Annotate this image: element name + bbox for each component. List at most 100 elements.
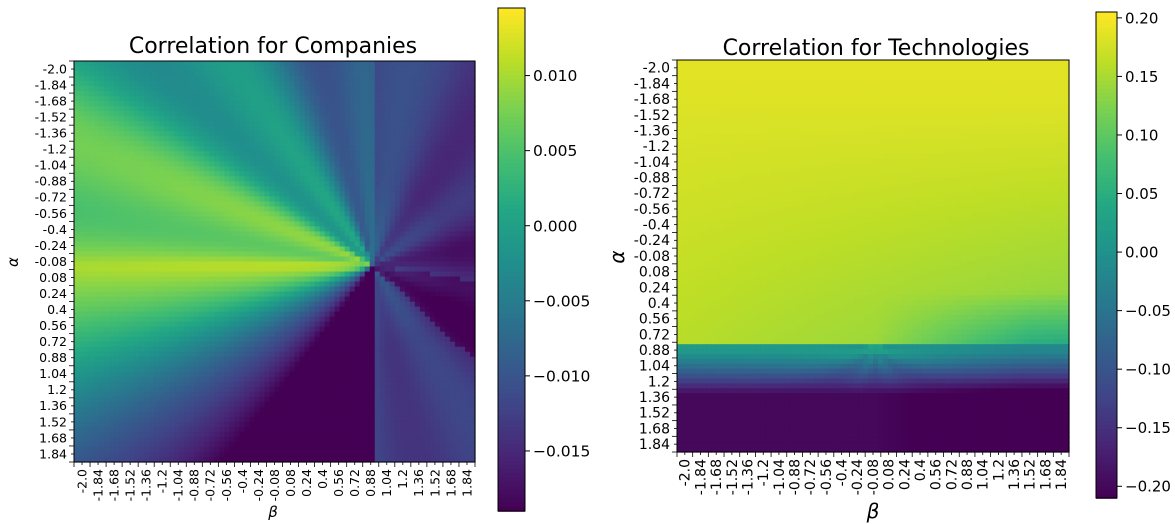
heatmap-cell [419, 281, 426, 288]
heatmap-cell [329, 136, 336, 142]
heatmap-cell [344, 176, 351, 182]
heatmap-cell [274, 261, 281, 268]
heatmap-cell [274, 286, 281, 293]
heatmap-cell [214, 306, 220, 313]
heatmap-cell [229, 186, 235, 192]
heatmap-cell [309, 151, 316, 157]
heatmap-cell [309, 101, 316, 107]
heatmap-cell [94, 346, 100, 353]
heatmap-cell [199, 201, 205, 207]
heatmap-cell [154, 266, 160, 273]
heatmap-cell [364, 211, 371, 217]
heatmap-cell [194, 81, 200, 87]
heatmap-cell [214, 271, 220, 278]
heatmap-cell [404, 361, 411, 368]
heatmap-cell [89, 301, 95, 308]
heatmap-cell [334, 221, 341, 228]
heatmap-cell [439, 126, 446, 132]
heatmap-cell [89, 146, 95, 152]
heatmap-cell [469, 326, 476, 333]
heatmap-cell [379, 76, 386, 82]
heatmap-cell [444, 131, 451, 137]
heatmap-cell [214, 256, 220, 263]
heatmap-cell [224, 231, 230, 238]
heatmap-cell [99, 286, 105, 293]
heatmap-cell [114, 186, 120, 192]
heatmap-cell [149, 71, 155, 77]
heatmap-cell [199, 216, 205, 222]
heatmap-cell [139, 361, 145, 368]
heatmap-cell [464, 181, 471, 187]
heatmap-cell [169, 111, 175, 117]
heatmap-cell [284, 351, 291, 358]
heatmap-cell [334, 106, 341, 112]
heatmap-cell [424, 326, 431, 333]
heatmap-cell [414, 186, 421, 192]
heatmap-cell [449, 191, 456, 197]
heatmap-cell [309, 366, 316, 373]
heatmap-cell [89, 281, 95, 288]
heatmap-cell [199, 121, 205, 127]
heatmap-cell [99, 191, 105, 197]
heatmap-cell [119, 201, 125, 207]
heatmap-cell [394, 96, 401, 102]
heatmap-cell [349, 256, 356, 263]
heatmap-cell [289, 286, 296, 293]
heatmap-cell [329, 71, 336, 77]
heatmap-cell [284, 86, 291, 92]
heatmap-cell [314, 226, 321, 233]
heatmap-cell [294, 291, 301, 298]
heatmap-cell [174, 131, 180, 137]
heatmap-cell [249, 316, 256, 323]
heatmap-cell [204, 211, 210, 217]
heatmap-cell [449, 241, 456, 248]
heatmap-cell [154, 226, 160, 233]
heatmap-cell [194, 191, 200, 197]
heatmap-cell [119, 131, 125, 137]
heatmap-cell [84, 286, 90, 293]
heatmap-cell [319, 151, 326, 157]
heatmap-cell [269, 96, 276, 102]
heatmap-cell [109, 96, 115, 102]
heatmap-cell [319, 251, 326, 258]
heatmap-cell [259, 271, 266, 278]
heatmap-cell [234, 361, 241, 368]
heatmap-cell [159, 361, 165, 368]
heatmap-cell [234, 186, 241, 192]
heatmap-cell [284, 61, 291, 67]
heatmap-cell [239, 151, 246, 157]
heatmap-cell [224, 266, 230, 273]
heatmap-cell [164, 211, 170, 217]
heatmap-cell [444, 126, 451, 132]
heatmap-cell [294, 196, 301, 202]
heatmap-cell [129, 216, 135, 222]
heatmap-cell [454, 126, 461, 132]
heatmap-cell [459, 181, 466, 187]
heatmap-cell [419, 236, 426, 243]
heatmap-cell [124, 211, 130, 217]
heatmap-cell [154, 236, 160, 243]
heatmap-cell [239, 81, 246, 87]
heatmap-cell [84, 241, 90, 248]
heatmap-cell [309, 206, 316, 212]
heatmap-cell [299, 121, 306, 127]
heatmap-cell [139, 371, 145, 378]
heatmap-cell [79, 366, 85, 373]
heatmap-cell [404, 166, 411, 172]
heatmap-cell [384, 351, 391, 358]
heatmap-cell [204, 251, 210, 258]
heatmap-cell [374, 111, 381, 117]
heatmap-cell [449, 206, 456, 212]
heatmap-cell [354, 296, 361, 303]
heatmap-cell [404, 306, 411, 313]
heatmap-cell [419, 111, 426, 117]
heatmap-cell [89, 286, 95, 293]
heatmap-cell [349, 211, 356, 217]
heatmap-cell [209, 231, 215, 238]
heatmap-cell [219, 146, 225, 152]
heatmap-cell [304, 156, 311, 162]
heatmap-cell [304, 146, 311, 152]
heatmap-cell [384, 271, 391, 278]
heatmap-cell [364, 326, 371, 333]
heatmap-cell [364, 186, 371, 192]
